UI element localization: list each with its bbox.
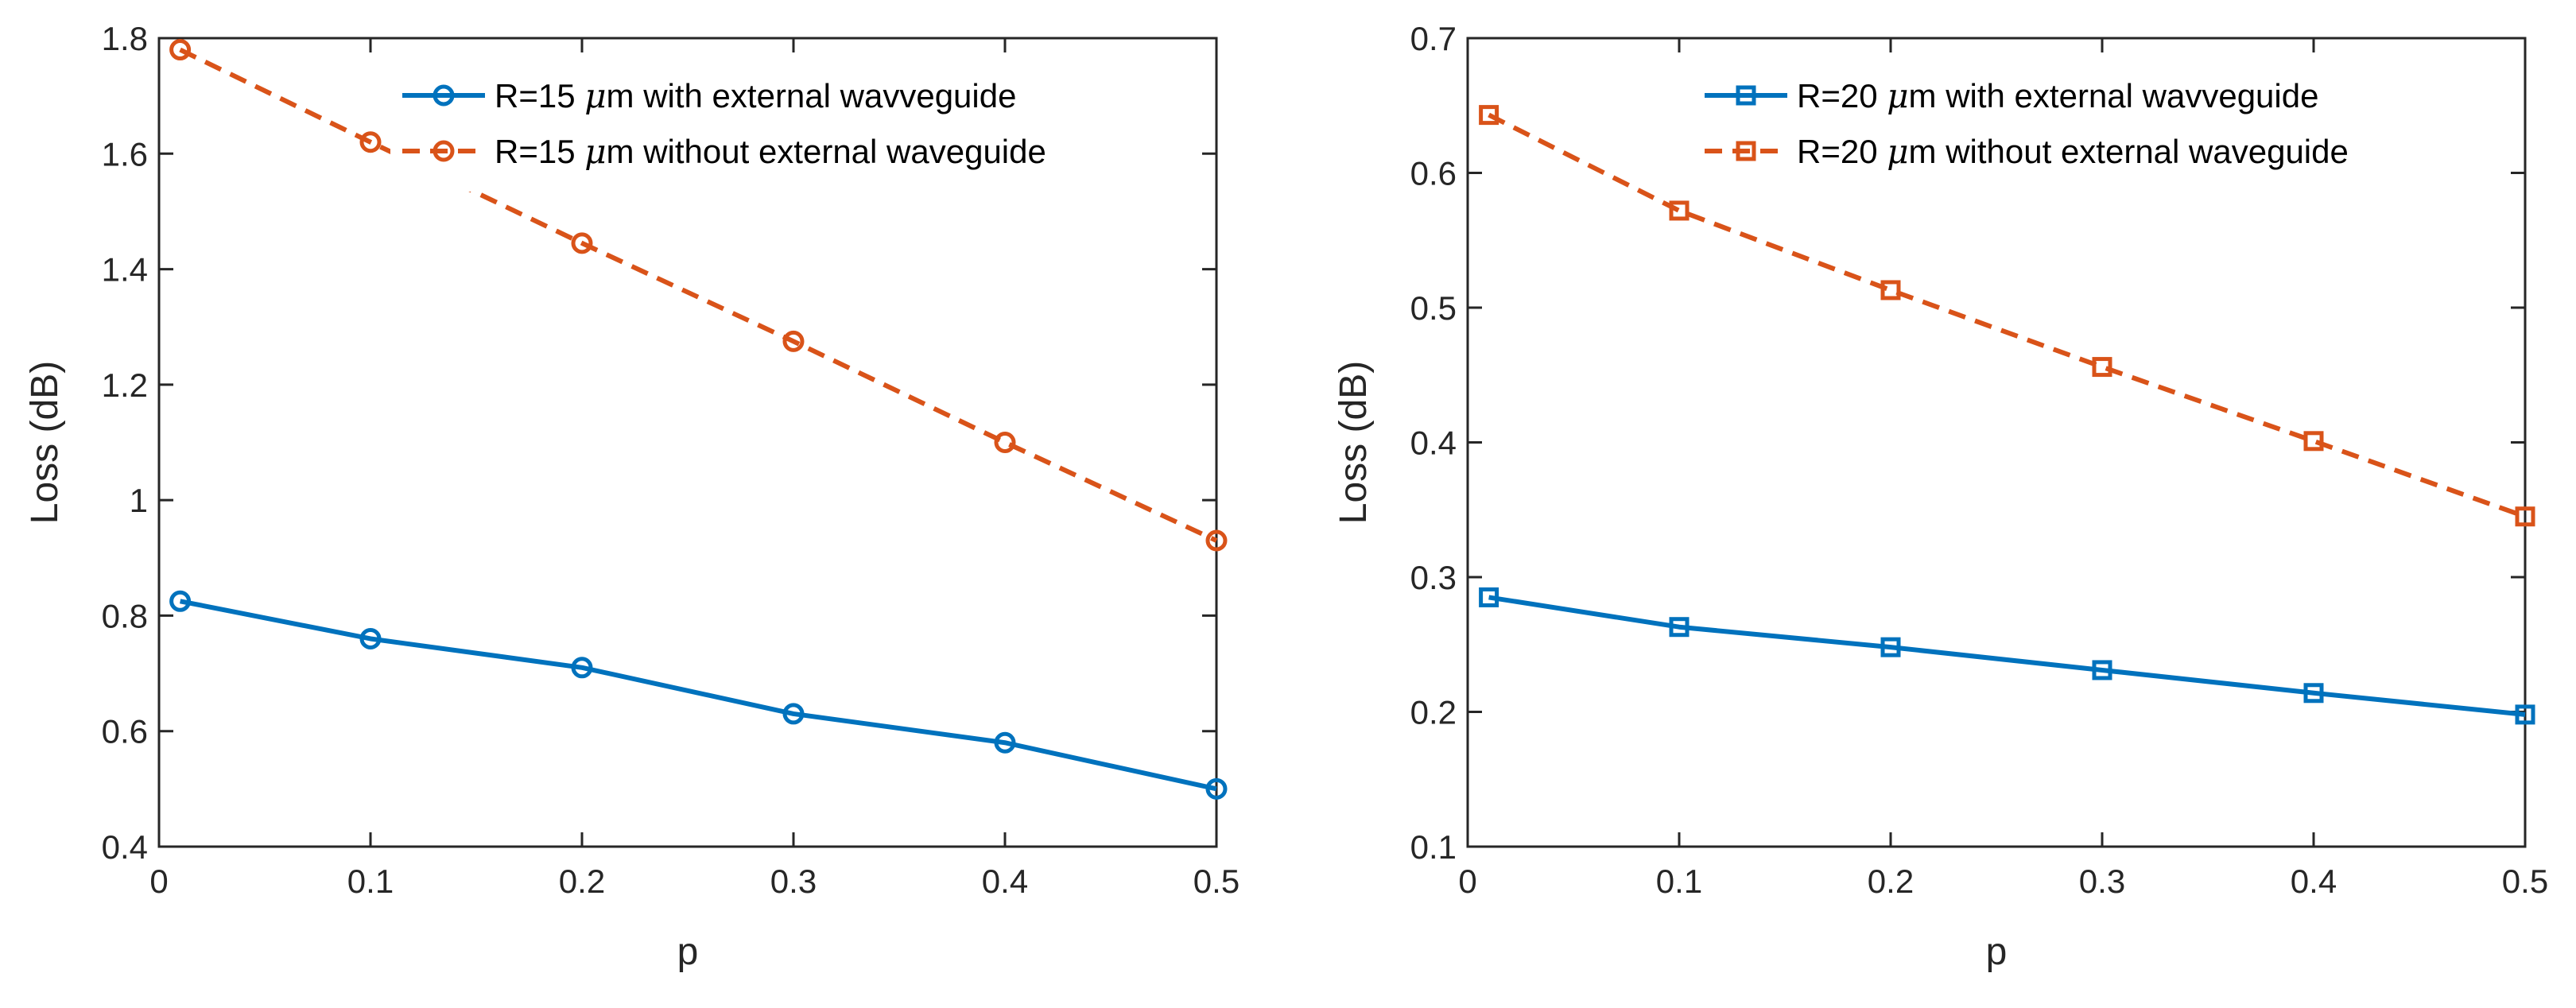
x-tick-label: 0 (149, 863, 168, 900)
y-tick-label: 0.3 (1410, 559, 1457, 596)
x-tick-label: 0.4 (982, 863, 1028, 900)
series-1-point (1479, 587, 1499, 607)
y-tick-label: 1.6 (102, 135, 148, 173)
series-line-1 (1488, 595, 2526, 717)
series-2-point (1669, 200, 1690, 221)
series-1-point (2303, 683, 2324, 704)
legend-marker-2 (1736, 141, 1756, 161)
series-1-point (1205, 777, 1228, 800)
y-tick-label: 0.5 (1410, 289, 1457, 327)
x-tick-label: 0 (1458, 863, 1476, 900)
x-tick-label: 0.1 (347, 863, 394, 900)
series-2-point (1479, 105, 1499, 126)
legend-entry-2: R=20 μm without external waveguide (1797, 132, 2349, 171)
y-tick-label: 0.6 (102, 713, 148, 750)
y-tick-label: 1.8 (102, 20, 148, 57)
x-tick-label: 0.3 (770, 863, 817, 900)
axes-box (157, 37, 1218, 848)
y-axis-label: Loss (dB) (1333, 361, 1375, 524)
legend-entry-1: R=15 μm with external wavveguide (495, 76, 1016, 115)
series-1-point (169, 590, 192, 612)
series-1-point (1880, 637, 1901, 657)
y-tick-label: 1 (130, 482, 148, 519)
y-tick-label: 1.2 (102, 366, 148, 404)
x-tick-label: 0.5 (2502, 863, 2548, 900)
y-tick-label: 0.4 (102, 828, 148, 866)
legend-marker-1 (433, 84, 455, 107)
y-tick-label: 0.8 (102, 597, 148, 634)
series-2-point (169, 39, 192, 61)
series-line-2 (179, 47, 1218, 543)
y-tick-label: 0.1 (1410, 828, 1457, 866)
x-tick-label: 0.5 (1193, 863, 1240, 900)
y-tick-label: 0.7 (1410, 20, 1457, 57)
series-2-point (2092, 357, 2112, 378)
x-tick-label: 0.3 (2079, 863, 2125, 900)
series-1-point (2092, 660, 2112, 680)
series-1-point (571, 657, 593, 679)
series-2-point (2515, 506, 2535, 527)
legend-entry-1: R=20 μm with external wavveguide (1797, 76, 2318, 115)
series-2-point (2303, 431, 2324, 452)
x-tick-label: 0.2 (1868, 863, 1914, 900)
series-2-point (994, 432, 1016, 453)
chart-right: 0 0.1 0.2 0.3 0.4 0.50.10.20.30.40.50.60.7pLo… (1333, 20, 2548, 973)
x-axis-label: p (1986, 931, 2008, 973)
series-2-point (359, 131, 382, 153)
y-tick-label: 1.4 (102, 251, 148, 289)
legend-box (390, 61, 1201, 192)
y-tick-label: 0.4 (1410, 425, 1457, 462)
series-line-1 (180, 599, 1217, 792)
series-1-point (2515, 704, 2535, 725)
legend-entry-2: R=15 μm without external waveguide (495, 132, 1046, 171)
x-tick-label: 0.4 (2291, 863, 2337, 900)
series-1-point (994, 731, 1016, 754)
x-axis-label: p (677, 931, 699, 973)
series-2-point (1880, 280, 1901, 300)
y-tick-label: 0.2 (1410, 694, 1457, 731)
series-2-point (571, 232, 593, 254)
legend-box (1693, 61, 2507, 192)
y-axis-label: Loss (dB) (24, 361, 66, 524)
chart-left: 0 0.1 0.2 0.3 0.4 0.5 0.4 0.6 0.8 1 1.2 1.4 1.6 1.8 p L… (24, 20, 1240, 973)
series-2-point (1205, 529, 1228, 552)
series-1-point (359, 627, 382, 649)
series-1-point (782, 703, 805, 725)
legend-marker-1 (1736, 85, 1756, 106)
series-line-2 (1488, 112, 2527, 519)
x-tick-label: 0.2 (559, 863, 605, 900)
series-1-point (1669, 617, 1690, 638)
legend-marker-2 (433, 140, 455, 162)
series-2-point (782, 330, 805, 352)
y-tick-label: 0.6 (1410, 155, 1457, 192)
x-tick-label: 0.1 (1656, 863, 1702, 900)
